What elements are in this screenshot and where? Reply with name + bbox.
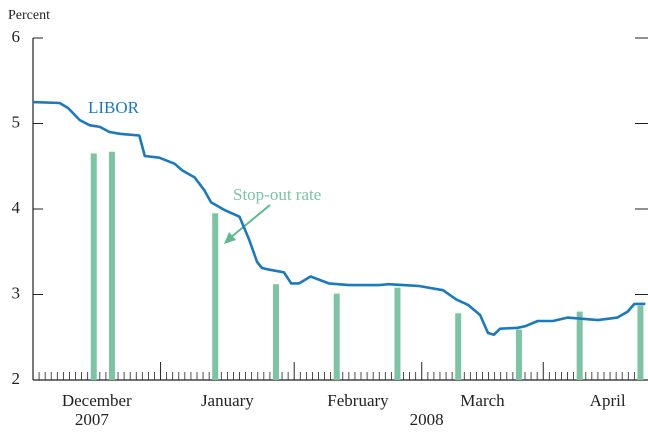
- series-label: Stop-out rate: [233, 185, 321, 204]
- series-label: LIBOR: [88, 98, 140, 117]
- y-axis-label: Percent: [8, 8, 50, 23]
- bar: [212, 213, 219, 380]
- x-tick-label: March: [460, 391, 505, 410]
- year-label: 2008: [410, 410, 444, 429]
- x-tick-label: February: [327, 391, 389, 410]
- bar: [455, 313, 462, 380]
- arrow-head: [224, 232, 236, 244]
- x-tick-label: April: [590, 391, 626, 410]
- bar: [333, 293, 340, 380]
- x-tick-label: December: [62, 391, 132, 410]
- bar: [90, 153, 97, 380]
- bar: [637, 305, 644, 380]
- bar: [108, 151, 115, 380]
- y-tick-label: 3: [12, 283, 21, 302]
- y-tick-label: 5: [12, 112, 21, 131]
- line: [32, 100, 646, 336]
- y-tick-label: 6: [12, 27, 21, 46]
- annotation-arrow: [229, 204, 271, 239]
- year-label: 2007: [75, 410, 110, 429]
- y-tick-label: 4: [12, 198, 21, 217]
- bar: [515, 329, 522, 380]
- bar: [272, 284, 279, 380]
- x-tick-label: January: [201, 391, 254, 410]
- bar: [394, 287, 401, 380]
- y-tick-label: 2: [12, 369, 21, 388]
- bar: [576, 311, 583, 380]
